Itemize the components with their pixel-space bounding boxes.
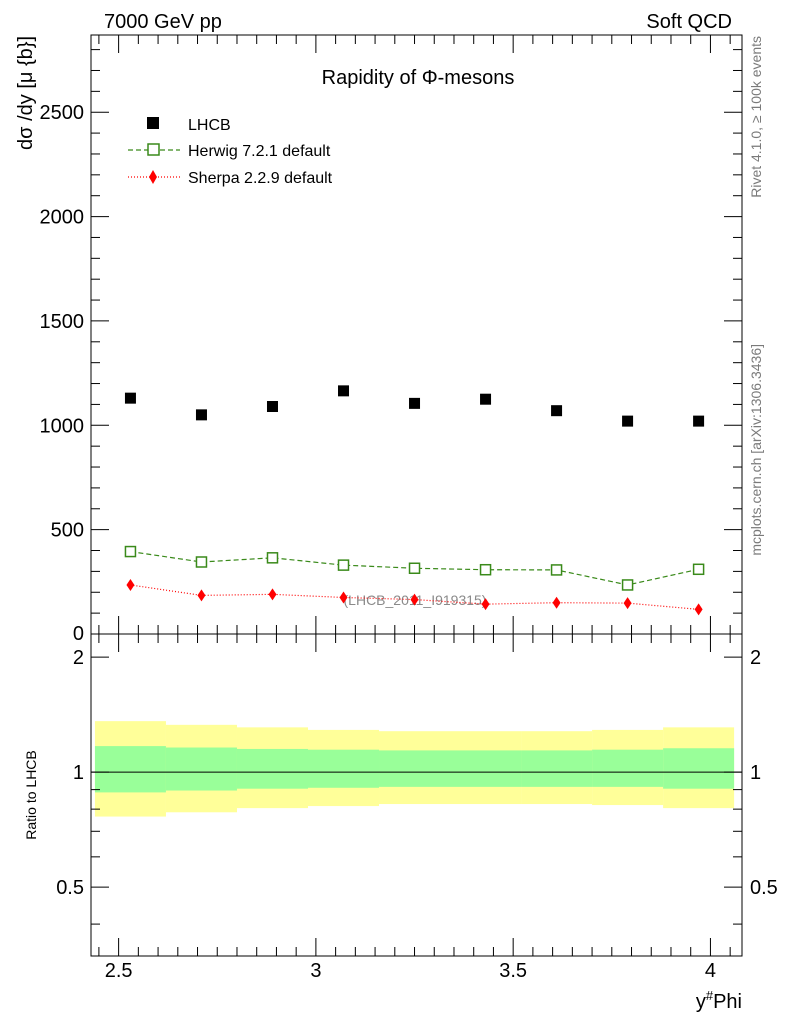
y-axis-label: dσ /dy [μ {b}]: [15, 36, 37, 150]
series-line-1: [130, 550, 699, 586]
data-point-sherpa: [623, 597, 632, 610]
ratio-y-tick-label-right: 1: [750, 762, 761, 784]
x-tick-label: 4: [705, 960, 716, 982]
ratio-band-inner: [592, 749, 664, 787]
legend-lhcb-label: LHCB: [188, 117, 231, 134]
y-tick-label: 2000: [40, 207, 85, 229]
ratio-band-inner: [236, 748, 308, 789]
data-point-lhcb: [338, 385, 350, 397]
chart-title: Rapidity of Φ-mesons: [322, 67, 515, 89]
ratio-y-tick-label-right: 0.5: [750, 877, 778, 899]
ratio-ticks: 0.5 0.5 1 1 2 2 2.5 3 3.5 4: [56, 634, 778, 982]
ratio-y-tick-label-left: 0.5: [56, 877, 84, 899]
y-tick-label: 2500: [40, 102, 85, 124]
main-panel: 500 1000 1500 2000 2500 0 Rapidity of Φ-meson…: [15, 34, 743, 645]
data-point-herwig: [337, 559, 350, 571]
data-point-herwig: [692, 563, 705, 576]
series-line-2: [130, 584, 699, 610]
ratio-bands: [91, 721, 742, 817]
data-point-herwig: [408, 562, 421, 575]
ratio-band-inner: [94, 746, 166, 793]
x-axis-label: y#Phi: [696, 988, 742, 1013]
data-point-herwig: [266, 552, 279, 564]
data-point-lhcb: [124, 392, 136, 404]
ratio-panel: 0.5 0.5 1 1 2 2 2.5 3 3.5 4 Ratio to LHCB y#Phi: [23, 633, 778, 1013]
x-tick-label: 3.5: [499, 960, 527, 982]
legend-herwig-marker: [147, 143, 160, 156]
legend-lhcb-marker: [147, 117, 159, 129]
data-point-lhcb: [409, 397, 421, 409]
data-point-sherpa: [197, 589, 206, 602]
data-point-herwig: [124, 545, 137, 558]
data-point-herwig: [195, 556, 208, 568]
data-point-lhcb: [693, 415, 705, 427]
ratio-band-inner: [379, 750, 522, 787]
data-point-sherpa: [481, 598, 490, 611]
data-point-sherpa: [694, 603, 703, 616]
x-tick-label: 2.5: [105, 960, 133, 982]
ratio-y-axis-label: Ratio to LHCB: [23, 750, 39, 839]
data-point-herwig: [550, 564, 563, 576]
legend-sherpa-marker: [149, 170, 157, 184]
legend-sherpa-label: Sherpa 2.2.9 default: [188, 170, 333, 187]
rivet-label: Rivet 4.1.0, ≥ 100k events: [748, 36, 764, 198]
y-tick-label: 1000: [40, 415, 85, 437]
ratio-frame: [90, 633, 743, 957]
legend-herwig-label: Herwig 7.2.1 default: [188, 143, 331, 160]
data-point-sherpa: [410, 593, 419, 606]
data-point-lhcb: [480, 393, 492, 405]
header-right: Soft QCD: [646, 11, 732, 33]
source-label: mcplots.cern.ch [arXiv:1306.3436]: [748, 344, 764, 556]
x-tick-label: 3: [310, 960, 321, 982]
ratio-band-inner: [165, 747, 237, 791]
data-point-lhcb: [266, 401, 278, 413]
header-left: 7000 GeV pp: [104, 11, 222, 33]
main-ticks: 500 1000 1500 2000 2500 0: [40, 35, 742, 645]
ratio-y-tick-label-left: 2: [73, 647, 84, 669]
ratio-band-inner: [663, 748, 735, 789]
ratio-band-inner: [521, 750, 593, 787]
ratio-y-tick-label-right: 2: [750, 647, 761, 669]
data-point-sherpa: [126, 578, 135, 591]
ratio-band-inner: [308, 749, 380, 788]
y-tick-label-zero: 0: [73, 623, 84, 645]
y-tick-label: 500: [51, 520, 84, 542]
data-point-sherpa: [552, 596, 561, 609]
data-point-lhcb: [551, 405, 563, 417]
data-point-herwig: [479, 563, 492, 576]
main-series: [124, 385, 705, 616]
ratio-y-tick-label-left: 1: [73, 762, 84, 784]
legend: LHCB Herwig 7.2.1 default Sherpa 2.2.9 d…: [128, 117, 333, 187]
data-point-herwig: [621, 579, 634, 591]
data-point-sherpa: [268, 588, 277, 601]
data-point-sherpa: [339, 591, 348, 604]
data-point-lhcb: [195, 409, 207, 421]
data-point-lhcb: [622, 415, 634, 427]
y-tick-label: 1500: [40, 311, 85, 333]
